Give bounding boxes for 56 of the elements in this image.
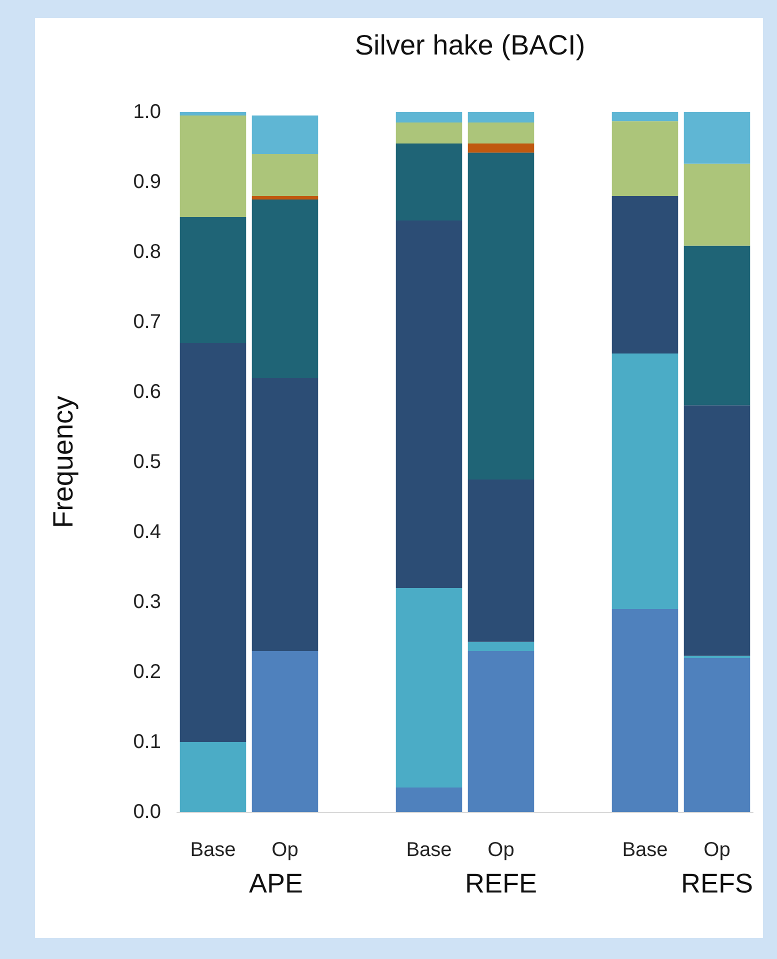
x-tick-label: Op (704, 839, 730, 861)
x-tick-label: Base (190, 839, 236, 861)
x-tick-label: Op (488, 839, 514, 861)
bar (684, 405, 750, 656)
y-tick-label: 0.5 (133, 451, 161, 473)
y-tick-label: 1.0 (133, 101, 161, 123)
bar (180, 116, 246, 217)
y-tick-label: 0.0 (133, 801, 161, 823)
y-tick-label: 0.9 (133, 171, 161, 193)
bar (468, 651, 534, 812)
y-tick-label: 0.1 (133, 731, 161, 753)
x-tick-label: Base (622, 839, 668, 861)
y-tick-label: 0.8 (133, 241, 161, 263)
x-tick-label: Op (272, 839, 298, 861)
bar (180, 112, 246, 116)
bar (612, 609, 678, 812)
bar (252, 116, 318, 154)
bar (252, 154, 318, 196)
bar (180, 742, 246, 812)
bar (396, 588, 462, 788)
bar (612, 354, 678, 609)
bar (612, 112, 678, 122)
bar (252, 651, 318, 812)
y-tick-label: 0.4 (133, 521, 161, 543)
y-tick-label: 0.6 (133, 381, 161, 403)
x-tick-label: Base (406, 839, 452, 861)
y-tick-label: 0.3 (133, 591, 161, 613)
y-tick-label: 0.2 (133, 661, 161, 683)
bar (468, 112, 534, 122)
bar (468, 642, 534, 651)
bar (252, 378, 318, 651)
bar (684, 164, 750, 246)
bar (468, 152, 534, 480)
bar (684, 658, 750, 812)
bar (612, 196, 678, 354)
bar (468, 122, 534, 144)
bar (396, 144, 462, 220)
y-axis-title: Frequency (48, 396, 78, 528)
text: REFE (464, 868, 538, 898)
chart-title: Silver hake (BACI) (354, 30, 586, 60)
bar (396, 788, 462, 812)
bar (612, 121, 678, 196)
bar (180, 217, 246, 343)
text: APE (249, 868, 304, 898)
text: REFS (680, 868, 754, 898)
bar (684, 246, 750, 406)
bar (468, 480, 534, 642)
y-tick-label: 0.7 (133, 311, 161, 333)
bar (468, 144, 534, 153)
bar (396, 112, 462, 122)
bar (396, 220, 462, 588)
bar (252, 200, 318, 378)
bar (396, 122, 462, 144)
bar (180, 343, 246, 742)
bar (684, 112, 750, 164)
bar (252, 196, 318, 200)
